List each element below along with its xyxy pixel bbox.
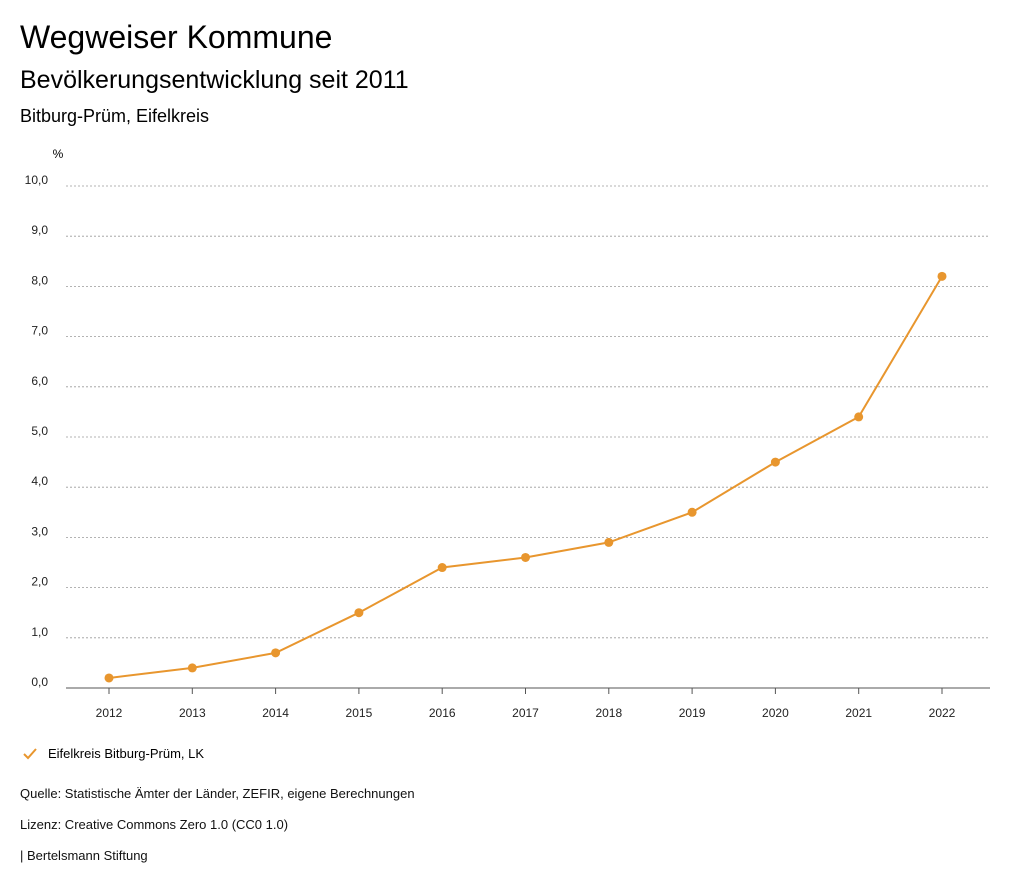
x-tick-label: 2019 <box>679 706 706 720</box>
series-line <box>108 275 943 679</box>
source-note: Quelle: Statistische Ämter der Länder, Z… <box>20 786 415 801</box>
data-point <box>937 271 947 281</box>
x-tick-label: 2015 <box>346 706 373 720</box>
x-tick-label: 2017 <box>512 706 539 720</box>
x-tick-label: 2016 <box>429 706 456 720</box>
data-point <box>521 552 530 562</box>
publisher-note: | Bertelsmann Stiftung <box>20 848 148 863</box>
x-tick-label: 2021 <box>845 706 872 720</box>
data-point <box>104 673 114 683</box>
check-icon <box>23 748 37 760</box>
chart-legend[interactable]: Eifelkreis Bitburg-Prüm, LK <box>22 744 204 764</box>
x-tick-label: 2020 <box>762 706 789 720</box>
data-point <box>770 457 780 467</box>
y-tick-label: 10,0 <box>25 173 49 187</box>
license-note: Lizenz: Creative Commons Zero 1.0 (CC0 1… <box>20 817 289 832</box>
line-chart: % 0,0 1,0 2,0 3,0 4,0 5,0 6,0 7,0 8,0 9,0 10,0 2012 2… <box>25 147 990 720</box>
y-tick-label: 3,0 <box>31 524 48 538</box>
y-tick-label: 1,0 <box>31 625 48 639</box>
y-tick-label: 4,0 <box>31 474 48 488</box>
legend-label: Eifelkreis Bitburg-Prüm, LK <box>48 746 205 761</box>
page-title: Wegweiser Kommune <box>20 19 333 55</box>
y-tick-label: 8,0 <box>31 273 48 287</box>
x-tick-label: 2022 <box>929 706 956 720</box>
data-point <box>437 563 447 573</box>
x-tick-label: 2014 <box>262 706 289 720</box>
x-tick-label: 2018 <box>595 706 622 720</box>
data-point <box>271 648 281 658</box>
x-tick-label: 2013 <box>179 706 206 720</box>
y-tick-label: 9,0 <box>31 223 48 237</box>
data-point <box>187 663 197 673</box>
y-tick-label: 0,0 <box>31 675 48 689</box>
region-name: Bitburg-Prüm, Eifelkreis <box>20 106 210 126</box>
y-tick-label: 6,0 <box>31 374 48 388</box>
data-point <box>854 412 864 422</box>
y-tick-label: 7,0 <box>31 324 48 338</box>
y-axis-label: % <box>53 147 64 161</box>
data-point <box>687 507 697 517</box>
chart-subtitle: Bevölkerungsentwicklung seit 2011 <box>20 66 409 94</box>
y-tick-label: 2,0 <box>31 575 48 589</box>
x-tick-label: 2012 <box>96 706 123 720</box>
data-point <box>354 608 364 618</box>
data-point <box>604 537 614 547</box>
y-tick-label: 5,0 <box>31 424 48 438</box>
